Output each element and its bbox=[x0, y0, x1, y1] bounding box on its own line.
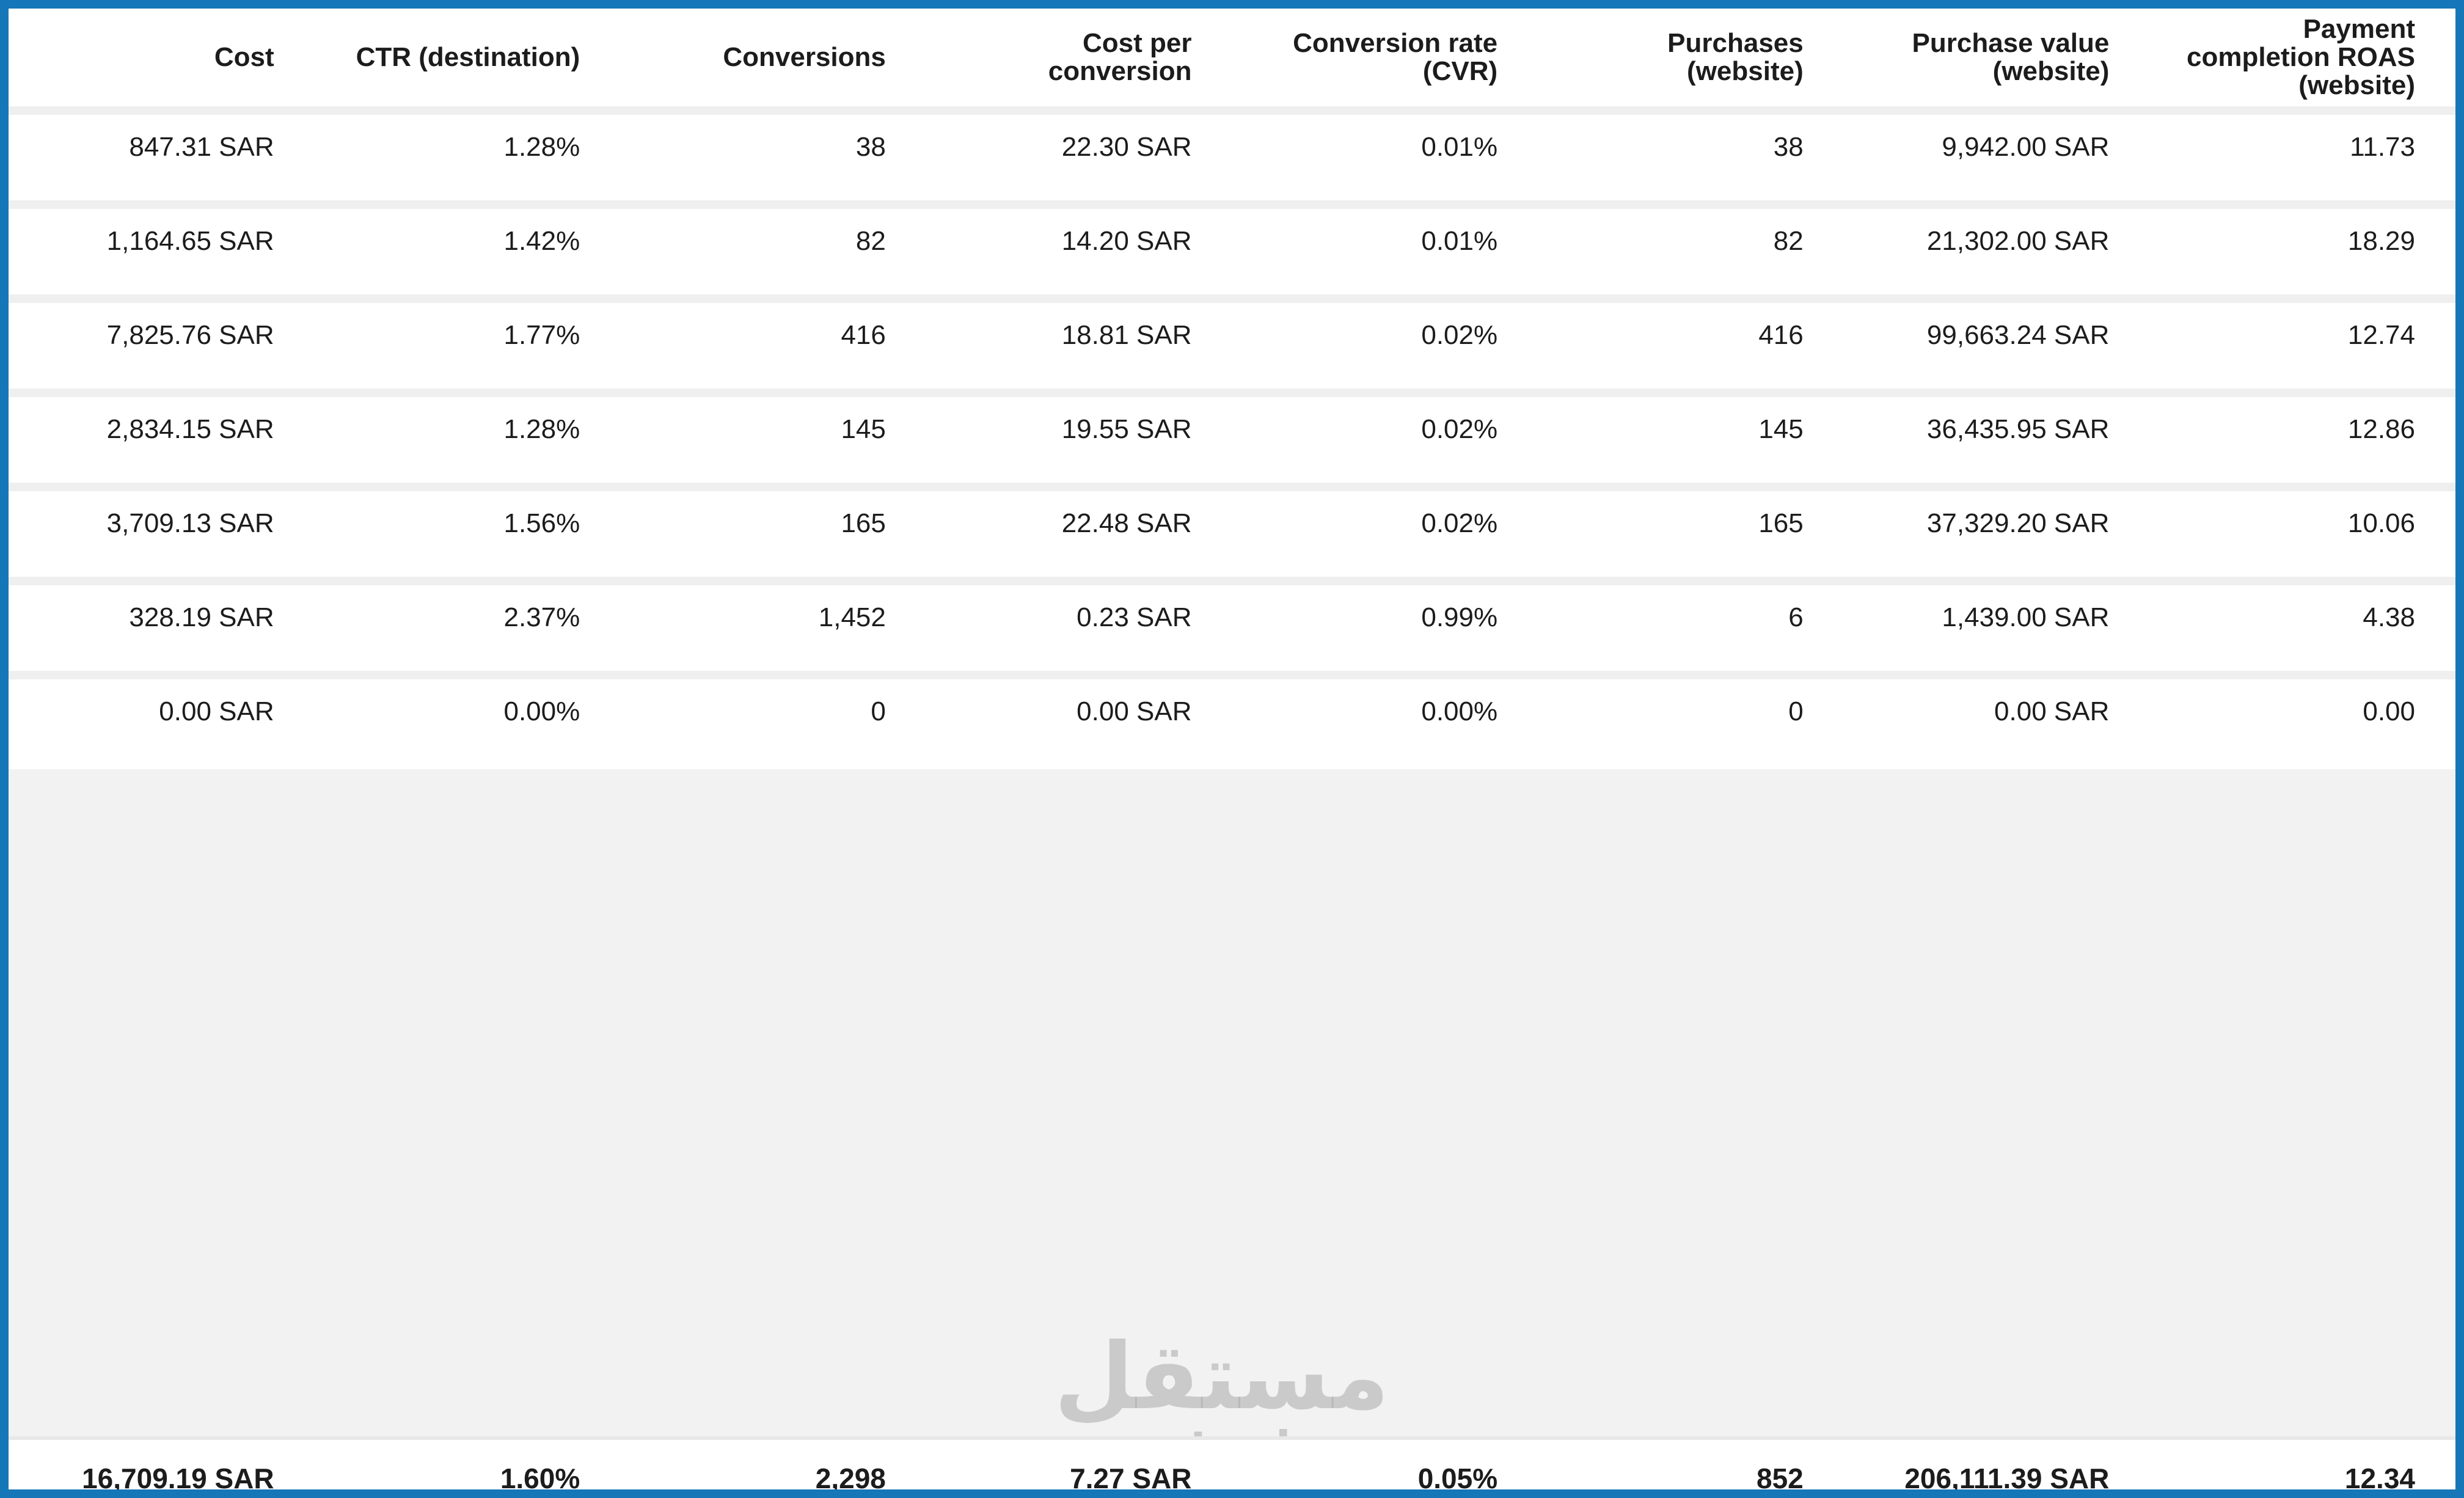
cell-purchase-value: 1,439.00 SAR bbox=[1843, 581, 2150, 679]
cell-purchases: 165 bbox=[1538, 487, 1844, 585]
column-header-purchases[interactable]: Purchases (website) bbox=[1538, 9, 1844, 115]
cell-cost-per-conversion: 22.30 SAR bbox=[926, 111, 1232, 209]
column-header-conversions[interactable]: Conversions bbox=[620, 9, 926, 115]
cell-purchases: 82 bbox=[1538, 205, 1844, 303]
cell-roas: 12.74 bbox=[2149, 299, 2455, 397]
column-header-purchase-value[interactable]: Purchase value (website) bbox=[1843, 9, 2150, 115]
cell-ctr: 1.28% bbox=[314, 111, 621, 209]
total-purchases: 852 bbox=[1538, 1440, 1844, 1489]
cell-conversions: 165 bbox=[620, 487, 926, 585]
cell-purchase-value: 21,302.00 SAR bbox=[1843, 205, 2150, 303]
cell-ctr: 0.00% bbox=[314, 675, 621, 769]
cell-conversions: 145 bbox=[620, 393, 926, 491]
total-ctr: 1.60% bbox=[314, 1440, 621, 1489]
cell-purchases: 416 bbox=[1538, 299, 1844, 397]
cell-roas: 4.38 bbox=[2149, 581, 2455, 679]
report-table: Cost CTR (destination) Conversions Cost … bbox=[9, 9, 2455, 769]
table-row[interactable]: 7,825.76 SAR 1.77% 416 18.81 SAR 0.02% 416 99,… bbox=[9, 299, 2455, 397]
cell-conversions: 1,452 bbox=[620, 581, 926, 679]
cell-roas: 0.00 bbox=[2149, 675, 2455, 769]
cell-purchases: 145 bbox=[1538, 393, 1844, 491]
cell-conversion-rate: 0.02% bbox=[1232, 487, 1538, 585]
cell-conversion-rate: 0.02% bbox=[1232, 299, 1538, 397]
column-header-cost[interactable]: Cost bbox=[9, 9, 315, 115]
table-row[interactable]: 1,164.65 SAR 1.42% 82 14.20 SAR 0.01% 82 21,30… bbox=[9, 205, 2455, 303]
cell-cost: 3,709.13 SAR bbox=[9, 487, 315, 585]
cell-conversion-rate: 0.99% bbox=[1232, 581, 1538, 679]
cell-conversions: 38 bbox=[620, 111, 926, 209]
cell-conversions: 0 bbox=[620, 675, 926, 769]
cell-cost: 0.00 SAR bbox=[9, 675, 315, 769]
table-body: 847.31 SAR 1.28% 38 22.30 SAR 0.01% 38 9,942.0… bbox=[9, 111, 2455, 769]
cell-cost-per-conversion: 18.81 SAR bbox=[926, 299, 1232, 397]
cell-ctr: 1.77% bbox=[314, 299, 621, 397]
cell-roas: 18.29 bbox=[2149, 205, 2455, 303]
cell-purchases: 38 bbox=[1538, 111, 1844, 209]
cell-cost: 847.31 SAR bbox=[9, 111, 315, 209]
cell-conversions: 416 bbox=[620, 299, 926, 397]
cell-purchases: 6 bbox=[1538, 581, 1844, 679]
cell-conversion-rate: 0.01% bbox=[1232, 111, 1538, 209]
total-cost: 16,709.19 SAR bbox=[9, 1440, 315, 1489]
cell-cost: 1,164.65 SAR bbox=[9, 205, 315, 303]
cell-cost-per-conversion: 19.55 SAR bbox=[926, 393, 1232, 491]
total-conversion-rate: 0.05% bbox=[1232, 1440, 1538, 1489]
cell-ctr: 1.56% bbox=[314, 487, 621, 585]
cell-cost: 7,825.76 SAR bbox=[9, 299, 315, 397]
totals-row: 16,709.19 SAR 1.60% 2,298 7.27 SAR 0.05% 852 2… bbox=[9, 1436, 2455, 1489]
table-row[interactable]: 0.00 SAR 0.00% 0 0.00 SAR 0.00% 0 0.00 SAR 0.00 bbox=[9, 675, 2455, 769]
cell-conversion-rate: 0.02% bbox=[1232, 393, 1538, 491]
cell-roas: 12.86 bbox=[2149, 393, 2455, 491]
cell-roas: 10.06 bbox=[2149, 487, 2455, 585]
cell-cost: 328.19 SAR bbox=[9, 581, 315, 679]
cell-purchase-value: 99,663.24 SAR bbox=[1843, 299, 2150, 397]
table-header: Cost CTR (destination) Conversions Cost … bbox=[9, 9, 2455, 115]
cell-conversions: 82 bbox=[620, 205, 926, 303]
watermark-arabic-text: مستقل bbox=[1054, 1324, 1389, 1430]
cell-cost-per-conversion: 0.23 SAR bbox=[926, 581, 1232, 679]
total-conversions: 2,298 bbox=[620, 1440, 926, 1489]
cell-cost-per-conversion: 0.00 SAR bbox=[926, 675, 1232, 769]
cell-ctr: 2.37% bbox=[314, 581, 621, 679]
table-row[interactable]: 328.19 SAR 2.37% 1,452 0.23 SAR 0.99% 6 1,439.… bbox=[9, 581, 2455, 679]
table-row[interactable]: 2,834.15 SAR 1.28% 145 19.55 SAR 0.02% 145 36,… bbox=[9, 393, 2455, 491]
cell-cost: 2,834.15 SAR bbox=[9, 393, 315, 491]
cell-purchase-value: 9,942.00 SAR bbox=[1843, 111, 2150, 209]
cell-purchase-value: 0.00 SAR bbox=[1843, 675, 2150, 769]
column-header-roas[interactable]: Payment completion ROAS (website) bbox=[2149, 9, 2455, 115]
totals-row-cells: 16,709.19 SAR 1.60% 2,298 7.27 SAR 0.05% 852 2… bbox=[9, 1440, 2455, 1489]
cell-ctr: 1.42% bbox=[314, 205, 621, 303]
total-roas: 12.34 bbox=[2149, 1440, 2455, 1489]
cell-purchases: 0 bbox=[1538, 675, 1844, 769]
table-row[interactable]: 847.31 SAR 1.28% 38 22.30 SAR 0.01% 38 9,942.0… bbox=[9, 111, 2455, 209]
column-header-conversion-rate[interactable]: Conversion rate (CVR) bbox=[1232, 9, 1538, 115]
column-header-ctr[interactable]: CTR (destination) bbox=[314, 9, 621, 115]
cell-purchase-value: 37,329.20 SAR bbox=[1843, 487, 2150, 585]
column-header-cost-per-conversion[interactable]: Cost per conversion bbox=[926, 9, 1232, 115]
cell-cost-per-conversion: 14.20 SAR bbox=[926, 205, 1232, 303]
total-purchase-value: 206,111.39 SAR bbox=[1843, 1440, 2150, 1489]
cell-conversion-rate: 0.01% bbox=[1232, 205, 1538, 303]
cell-roas: 11.73 bbox=[2149, 111, 2455, 209]
cell-cost-per-conversion: 22.48 SAR bbox=[926, 487, 1232, 585]
table-row[interactable]: 3,709.13 SAR 1.56% 165 22.48 SAR 0.02% 165 37,… bbox=[9, 487, 2455, 585]
cell-ctr: 1.28% bbox=[314, 393, 621, 491]
cell-purchase-value: 36,435.95 SAR bbox=[1843, 393, 2150, 491]
cell-conversion-rate: 0.00% bbox=[1232, 675, 1538, 769]
totals-table: 16,709.19 SAR 1.60% 2,298 7.27 SAR 0.05% 852 2… bbox=[9, 1440, 2455, 1489]
total-cost-per-conversion: 7.27 SAR bbox=[926, 1440, 1232, 1489]
header-row: Cost CTR (destination) Conversions Cost … bbox=[9, 9, 2455, 115]
